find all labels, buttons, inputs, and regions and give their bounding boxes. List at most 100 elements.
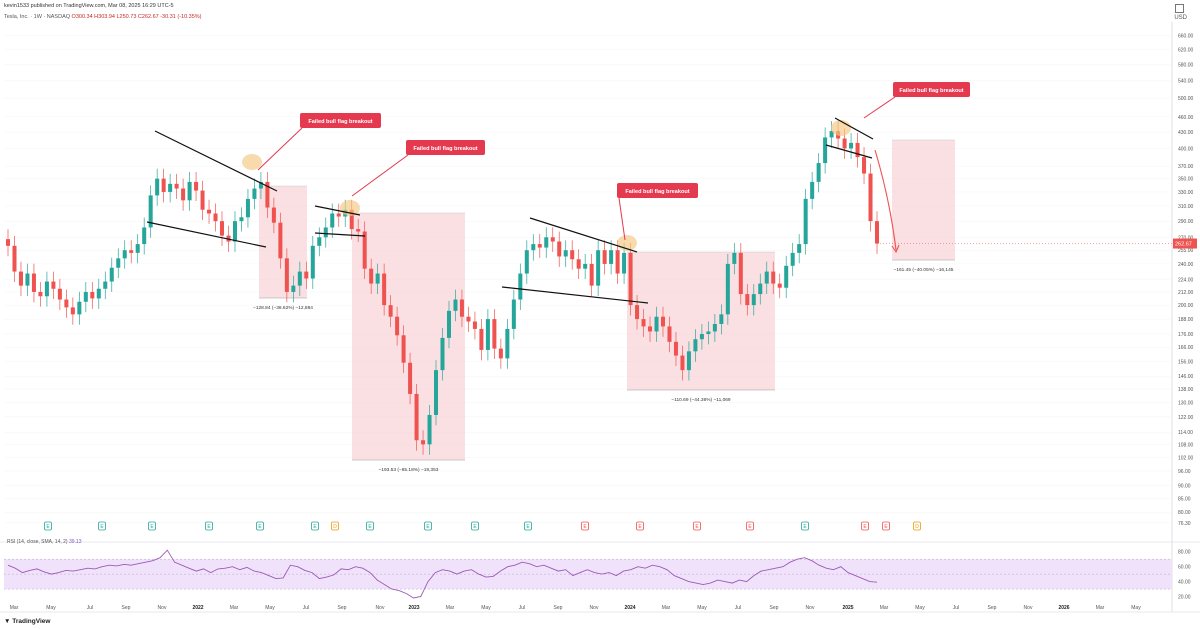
month-tick-label: May [697, 605, 707, 611]
trendline [314, 232, 366, 237]
candle-body [135, 244, 140, 253]
event-marker: E [801, 521, 809, 531]
candle-body [265, 181, 270, 208]
candle-body [284, 258, 289, 292]
candle-body [330, 213, 335, 228]
candle-body [336, 213, 341, 217]
callout-leader [863, 96, 896, 119]
candle-body [868, 173, 873, 222]
last-price-text: 262.67 [1175, 242, 1192, 248]
ohlc-values: O300.34 H303.94 L250.73 C262.67 -30.31 (… [71, 14, 202, 20]
candle-body [641, 319, 646, 327]
trendline [146, 221, 267, 248]
event-badge [693, 521, 701, 531]
candle-body [849, 142, 854, 149]
candle-body [531, 244, 536, 251]
month-tick-label: May [915, 605, 925, 611]
publisher-line: kevin1533 published on TradingView.com, … [4, 3, 174, 9]
event-letter: E [473, 524, 477, 530]
candle-body [168, 183, 173, 192]
price-tick-label: 370.00 [1178, 164, 1194, 170]
callout-text: Failed bull flag breakout [899, 88, 963, 94]
month-tick-label: Sep [554, 605, 563, 611]
candle-body [142, 227, 147, 245]
candle-body [654, 316, 659, 332]
candle-body [563, 250, 568, 257]
candle-body [712, 323, 717, 332]
price-tick-label: 290.00 [1178, 219, 1194, 225]
event-marker: E [366, 521, 374, 531]
candle-body [583, 263, 588, 269]
fullscreen-icon[interactable] [1175, 4, 1184, 13]
candle-body [90, 291, 95, 299]
month-tick-label: Jul [87, 605, 93, 611]
candle-body [680, 355, 685, 371]
rsi-tick-label: 60.00 [1178, 565, 1191, 571]
candle-body [784, 265, 789, 288]
candle-body [18, 271, 23, 286]
candle-body [83, 291, 88, 302]
candle-body [498, 348, 503, 359]
candle-body [453, 299, 458, 311]
month-tick-label: Nov [376, 605, 385, 611]
candle-body [401, 335, 406, 363]
projection-arrowhead [891, 244, 900, 254]
candle-body [25, 273, 30, 286]
candle-body [207, 209, 212, 214]
candle-body [544, 237, 549, 248]
candle-body [660, 316, 666, 327]
event-letter: E [803, 524, 807, 530]
event-marker: E [882, 521, 890, 531]
event-marker: E [471, 521, 479, 531]
candle-body [589, 263, 594, 286]
price-tick-label: 430.00 [1178, 130, 1194, 136]
candle-body [874, 221, 880, 244]
event-marker: E [861, 521, 869, 531]
month-tick-label: Mar [230, 605, 239, 611]
callout-text: Failed bull flag breakout [625, 189, 689, 195]
candle-body [174, 183, 179, 189]
event-badge [801, 521, 809, 531]
event-letter: E [426, 524, 430, 530]
candle-body [777, 283, 782, 288]
callout-leader [351, 154, 409, 197]
candle-body [31, 273, 36, 292]
candle-body [797, 244, 802, 253]
candle-body [64, 299, 69, 308]
year-tick-label: 2022 [192, 605, 203, 611]
month-tick-label: Mar [880, 605, 889, 611]
candle-body [576, 259, 581, 269]
price-tick-label: 138.00 [1178, 387, 1194, 393]
event-badge [746, 521, 754, 531]
price-tick-label: 80.00 [1178, 510, 1191, 516]
candle-body [323, 227, 328, 238]
event-badge [98, 521, 106, 531]
logo-text: TradingView [12, 618, 51, 625]
month-tick-label: Mar [446, 605, 455, 611]
year-tick-label: 2023 [408, 605, 419, 611]
candle-body [375, 273, 380, 284]
candle-body [155, 178, 160, 196]
candle-body [38, 291, 43, 297]
candle-body [537, 244, 542, 248]
price-tick-label: 122.00 [1178, 415, 1194, 421]
rsi-tick-label: 40.00 [1178, 580, 1191, 586]
candle-body [479, 328, 484, 350]
candle-body [622, 252, 627, 274]
candle-body [745, 294, 750, 306]
candle-body [771, 271, 776, 284]
candle-body [693, 339, 698, 352]
month-tick-label: Mar [10, 605, 19, 611]
event-letter: E [313, 524, 317, 530]
event-marker: E [524, 521, 532, 531]
candle-body [686, 351, 691, 371]
event-badge [913, 521, 921, 531]
projection-arrow [874, 149, 897, 251]
candle-body [596, 250, 601, 286]
candle-body [408, 362, 413, 394]
event-letter: E [368, 524, 372, 530]
event-letter: E [748, 524, 752, 530]
candle-body [310, 245, 315, 279]
trendline [834, 117, 874, 140]
